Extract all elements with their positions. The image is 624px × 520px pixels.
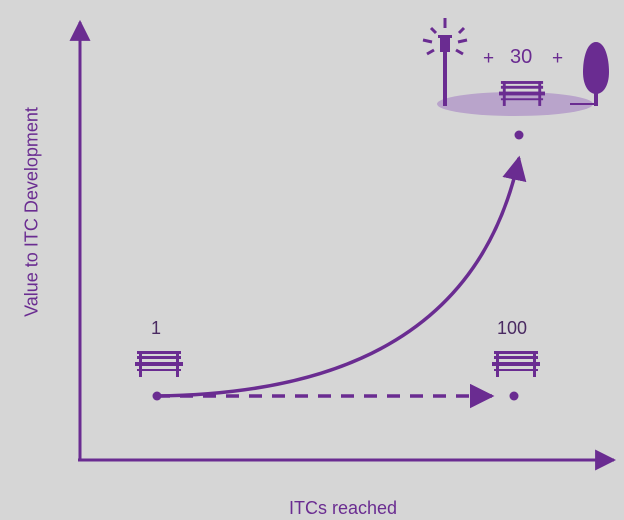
ground-ellipse <box>437 92 593 116</box>
x-axis-label: ITCs reached <box>288 498 398 518</box>
lamp-post-icon <box>422 18 468 106</box>
y-axis-label: Value to ITC Development <box>21 107 42 317</box>
tree-icon <box>583 42 609 106</box>
amenity-count-label: 30 <box>510 46 533 68</box>
plus-sign-right: + <box>552 48 564 69</box>
plus-sign-left: + <box>483 48 495 69</box>
end-dot <box>509 391 519 401</box>
growth-curve-arrow <box>156 155 527 398</box>
top-dot <box>514 130 524 140</box>
end-count-label: 100 <box>497 318 528 338</box>
start-count-label: 1 <box>151 318 162 338</box>
bench-icon <box>492 351 540 377</box>
bench-icon <box>135 351 183 377</box>
start-dot <box>152 391 162 401</box>
